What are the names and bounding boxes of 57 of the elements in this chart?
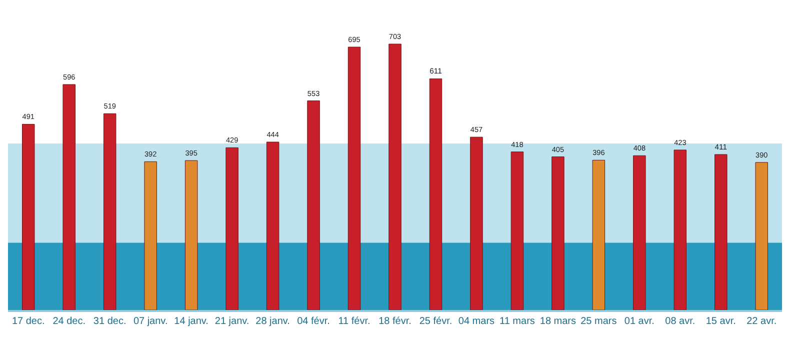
bar <box>307 100 320 310</box>
bar <box>388 44 402 310</box>
bar <box>184 160 198 310</box>
data-label: 611 <box>430 66 442 76</box>
data-label: 411 <box>714 142 728 152</box>
x-tick-label: 21 janv. <box>214 316 250 327</box>
x-tick-label: 11 févr. <box>338 316 370 327</box>
data-label: 695 <box>348 35 360 44</box>
x-tick-label: 22 avr. <box>746 316 777 327</box>
x-tick-label: 24 dec. <box>52 316 86 327</box>
bar <box>755 162 768 310</box>
data-label: 405 <box>552 144 564 154</box>
bar <box>103 113 116 310</box>
x-tick-label: 18 févr. <box>378 316 412 327</box>
bar <box>592 160 606 310</box>
x-tick-label: 11 mars <box>500 316 535 327</box>
data-label: 491 <box>22 112 34 122</box>
data-label: 396 <box>592 148 605 158</box>
bar <box>22 124 35 310</box>
bar <box>429 78 442 310</box>
data-label: 390 <box>756 150 768 160</box>
x-tick-label: 25 mars <box>580 316 617 327</box>
bar <box>62 84 76 310</box>
bar <box>470 136 483 310</box>
data-label: 395 <box>185 148 198 158</box>
data-label: 444 <box>266 130 279 140</box>
data-label: 418 <box>511 140 524 149</box>
bar <box>144 161 157 310</box>
data-label: 596 <box>63 72 76 82</box>
x-tick-label: 17 dec. <box>12 316 45 327</box>
x-tick-label: 18 mars <box>540 316 576 327</box>
data-label: 423 <box>674 138 686 147</box>
data-label: 408 <box>633 144 646 153</box>
bar <box>552 156 564 310</box>
data-label: 392 <box>144 150 157 159</box>
data-label: 553 <box>307 88 320 98</box>
bar <box>266 142 280 310</box>
bar <box>226 147 238 310</box>
x-tick-label: 04 févr. <box>297 316 330 327</box>
x-tick-label: 07 janv. <box>133 316 168 327</box>
data-label: 703 <box>388 32 402 42</box>
x-tick-label: 25 févr. <box>419 316 452 327</box>
data-label: 457 <box>470 125 483 134</box>
data-label: 429 <box>226 136 238 145</box>
bar <box>633 155 646 310</box>
bar <box>510 152 524 310</box>
x-tick-label: 14 janv. <box>174 316 208 327</box>
x-tick-label: 28 janv. <box>256 316 290 327</box>
x-tick-label: 04 mars <box>458 316 495 327</box>
bar <box>714 154 728 310</box>
x-tick-label: 15 avr. <box>706 316 736 327</box>
data-label: 519 <box>104 102 116 111</box>
x-tick-label: 08 avr. <box>665 316 696 327</box>
x-tick-label: 31 dec. <box>93 316 126 327</box>
x-tick-label: 01 avr. <box>624 316 654 327</box>
bar <box>674 150 687 310</box>
bar <box>348 46 361 310</box>
